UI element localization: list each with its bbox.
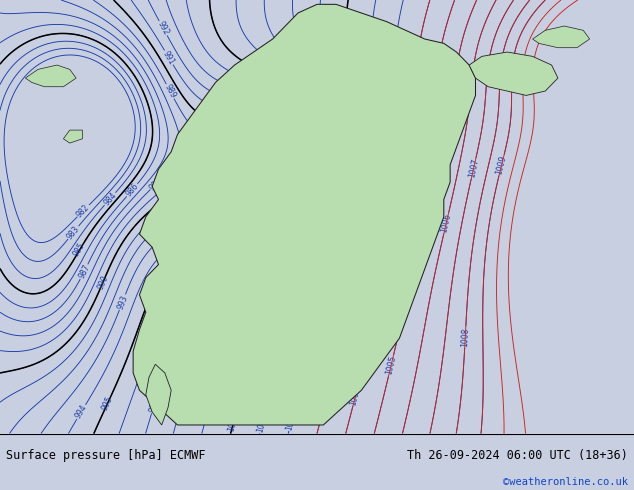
Text: 982: 982 bbox=[75, 202, 91, 219]
Text: 986: 986 bbox=[124, 182, 140, 198]
Text: 997: 997 bbox=[148, 397, 160, 414]
Text: Th 26-09-2024 06:00 UTC (18+36): Th 26-09-2024 06:00 UTC (18+36) bbox=[407, 448, 628, 462]
Text: 1001: 1001 bbox=[256, 412, 269, 433]
Text: 992: 992 bbox=[156, 20, 171, 37]
Polygon shape bbox=[133, 4, 476, 425]
Text: 983: 983 bbox=[65, 224, 81, 241]
Text: 998: 998 bbox=[172, 406, 185, 422]
Polygon shape bbox=[63, 130, 82, 143]
Text: 1002: 1002 bbox=[285, 410, 299, 431]
Text: 993: 993 bbox=[115, 294, 129, 311]
Text: Surface pressure [hPa] ECMWF: Surface pressure [hPa] ECMWF bbox=[6, 448, 206, 462]
Polygon shape bbox=[146, 364, 171, 425]
Text: 989: 989 bbox=[163, 83, 178, 100]
Text: 1008: 1008 bbox=[460, 327, 470, 347]
Text: 1004: 1004 bbox=[349, 385, 363, 406]
Text: 1006: 1006 bbox=[440, 212, 453, 233]
Text: 995: 995 bbox=[101, 394, 115, 412]
Text: 1000: 1000 bbox=[227, 412, 240, 433]
Polygon shape bbox=[469, 52, 558, 96]
Text: ©weatheronline.co.uk: ©weatheronline.co.uk bbox=[503, 477, 628, 487]
Text: 985: 985 bbox=[72, 242, 87, 259]
Polygon shape bbox=[25, 65, 76, 87]
Text: 999: 999 bbox=[202, 401, 214, 418]
Text: 1005: 1005 bbox=[385, 355, 398, 376]
Text: 1009: 1009 bbox=[495, 155, 508, 176]
Text: 996: 996 bbox=[143, 340, 156, 356]
Text: 984: 984 bbox=[102, 191, 118, 207]
Polygon shape bbox=[533, 26, 590, 48]
Text: 1007: 1007 bbox=[467, 158, 480, 179]
Text: 988: 988 bbox=[148, 175, 164, 192]
Text: 987: 987 bbox=[77, 263, 91, 280]
Text: 990: 990 bbox=[96, 274, 110, 291]
Text: 994: 994 bbox=[74, 403, 89, 420]
Text: 1003: 1003 bbox=[316, 401, 330, 422]
Text: 991: 991 bbox=[161, 49, 176, 66]
